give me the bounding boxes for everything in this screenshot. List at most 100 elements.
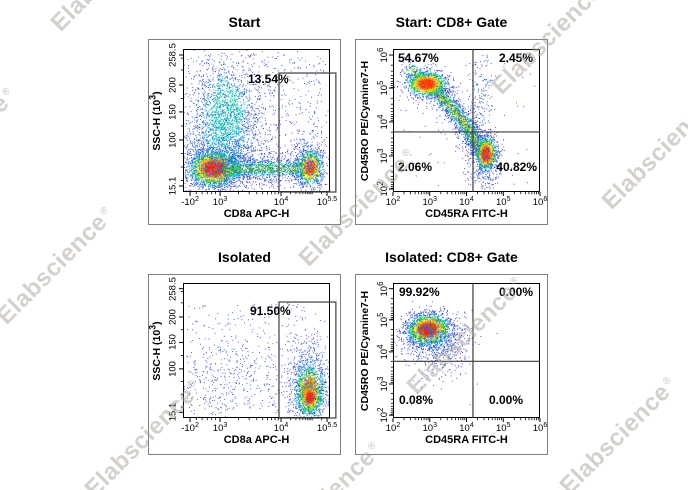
tick-base: 15.1 <box>167 403 179 422</box>
tick-exponent: 6 <box>375 281 385 286</box>
plot-axes <box>179 49 337 196</box>
quadrant-percentage-label: 0.00% <box>498 285 533 299</box>
y-tick-label: 15.1 <box>168 403 179 422</box>
y-axis-title-text: ) <box>150 90 163 95</box>
y-tick-label: 15.1 <box>168 177 179 196</box>
gate-percentage-label: 13.54% <box>248 72 289 86</box>
y-axis-title-exponent: 3 <box>147 324 158 330</box>
tick-base: 200 <box>167 77 179 93</box>
x-axis-title: CD45RA FITC-H <box>425 208 508 220</box>
tick-base: 150 <box>167 334 179 351</box>
y-tick-label: 258.5 <box>168 277 179 301</box>
tick-exponent: 4 <box>375 344 385 349</box>
tick-base: 10 <box>273 423 285 435</box>
y-axis-title: CD45RO PE/Cyanine7-H <box>359 290 371 410</box>
tick-base: 10 <box>422 197 434 209</box>
plot-axes <box>389 283 541 422</box>
tick-exponent: 6 <box>375 47 385 52</box>
x-tick-label: -102 <box>181 196 199 208</box>
tick-exponent: 4 <box>284 422 289 429</box>
y-tick-label: 200 <box>168 77 179 93</box>
tick-exponent: 3 <box>433 422 437 429</box>
x-tick-label: 106 <box>533 422 547 434</box>
tick-exponent: 4 <box>469 196 474 203</box>
x-tick-label: 103 <box>423 196 437 208</box>
plot-axes <box>179 283 337 422</box>
tick-exponent: 2 <box>375 181 385 186</box>
tick-exponent: 5 <box>506 196 511 203</box>
tick-base: 10 <box>532 197 544 209</box>
tick-exponent: 5 <box>506 422 511 429</box>
tick-base: 10 <box>379 185 391 197</box>
y-axis-title-exponent: 3 <box>147 94 158 100</box>
tick-base: 10 <box>379 412 391 423</box>
y-axis-title: SSC-H (103) <box>147 91 163 150</box>
tick-exponent: 2 <box>396 196 401 203</box>
gate-region <box>278 72 337 193</box>
x-tick-label: 106 <box>533 196 547 208</box>
tick-exponent: 2 <box>194 422 199 429</box>
panel-border <box>148 274 341 455</box>
tick-base: 10 <box>379 380 391 392</box>
quadrant-percentage-label: 2.06% <box>398 160 433 174</box>
y-axis-title: CD45RO PE/Cyanine7-H <box>359 60 371 180</box>
tick-base: 10 <box>496 197 507 209</box>
gate-region <box>278 301 337 419</box>
tick-exponent: 6 <box>543 196 548 203</box>
x-tick-label: 104 <box>459 422 473 434</box>
gate-percentage-label: 91.50% <box>250 304 291 318</box>
x-axis-title: CD8a APC-H <box>223 208 290 220</box>
tick-base: 10 <box>422 423 434 435</box>
tick-base: 10 <box>379 84 391 96</box>
tick-base: 258.5 <box>167 276 179 301</box>
x-tick-label: -102 <box>181 422 199 434</box>
tick-base: 258.5 <box>167 43 179 67</box>
y-tick-label: 106 <box>376 48 390 63</box>
quadrant-percentage-label: 40.82% <box>496 160 537 174</box>
quadrant-percentage-label: 0.08% <box>399 393 434 407</box>
panel-border <box>148 39 341 225</box>
y-tick-label: 102 <box>376 181 390 196</box>
watermark-brand: Elabscience <box>554 378 676 490</box>
x-tick-label: 105.5 <box>317 422 337 434</box>
y-tick-label: 105 <box>376 312 390 327</box>
y-axis-title-text: SSC-H (10 <box>150 329 163 381</box>
quadrant-percentage-label: 2.45% <box>498 51 533 65</box>
tick-exponent: 2 <box>194 196 199 203</box>
quadrant-percentage-label: 0.00% <box>488 393 523 407</box>
y-axis-title: SSC-H (103) <box>147 321 163 380</box>
tick-base: 150 <box>167 103 179 120</box>
x-tick-label: 105.5 <box>317 196 337 208</box>
tick-exponent: 5.5 <box>327 422 338 429</box>
tick-base: 10 <box>379 285 391 297</box>
panel-border <box>355 39 548 225</box>
y-axis-title-text: CD45RO PE/Cyanine7-H <box>359 290 371 411</box>
x-tick-label: 103 <box>213 196 227 208</box>
density-plot-canvas <box>393 49 540 192</box>
watermark-text: Elabscience® <box>0 81 21 210</box>
y-tick-label: 103 <box>376 376 390 391</box>
tick-exponent: 3 <box>433 196 437 203</box>
y-tick-label: 150 <box>168 104 179 120</box>
panel-title: Isolated <box>218 249 271 265</box>
tick-base: 10 <box>379 316 391 328</box>
density-plot-canvas <box>393 283 540 418</box>
x-tick-label: 105 <box>496 196 510 208</box>
x-tick-label: 103 <box>423 422 437 434</box>
x-axis-title: CD8a APC-H <box>223 434 290 446</box>
tick-base: 10 <box>316 423 328 435</box>
tick-base: 10 <box>273 197 285 209</box>
tick-base: 10 <box>212 197 224 209</box>
y-axis-title-text: SSC-H (10 <box>150 99 163 151</box>
density-plot-canvas <box>183 283 330 418</box>
tick-exponent: 2 <box>396 422 401 429</box>
tick-base: 10 <box>532 423 544 435</box>
quadrant-percentage-label: 99.92% <box>399 285 440 299</box>
tick-exponent: 5 <box>375 312 385 317</box>
tick-base: -10 <box>181 197 195 209</box>
tick-base: 100 <box>167 132 179 148</box>
y-axis-title-text: ) <box>150 320 163 325</box>
watermark-brand: Elabscience <box>0 208 113 330</box>
tick-base: 10 <box>379 348 391 360</box>
y-tick-label: 104 <box>376 344 390 359</box>
